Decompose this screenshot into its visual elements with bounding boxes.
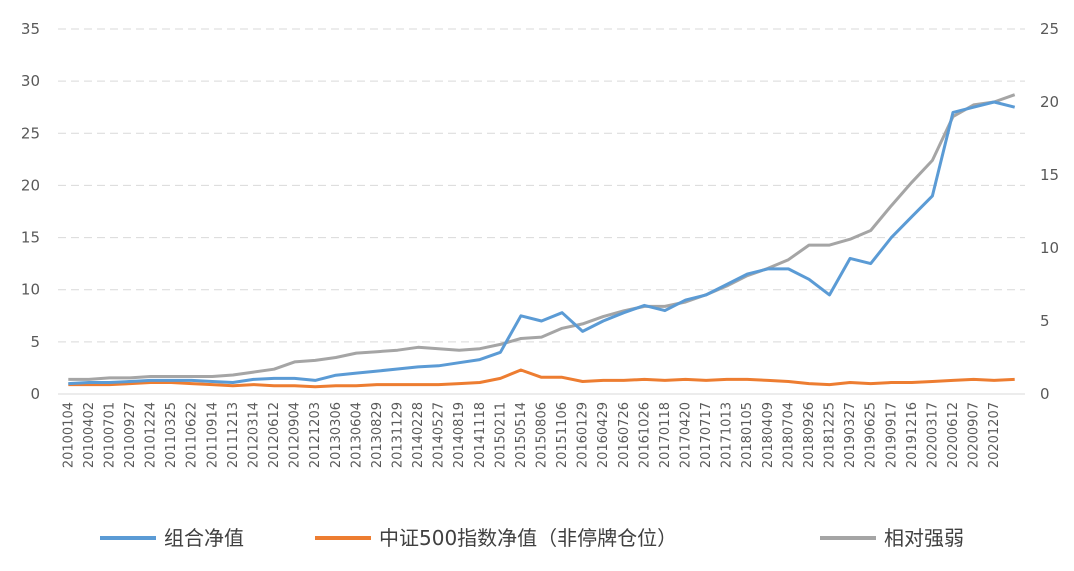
x-tick-label: 20150211 bbox=[493, 402, 508, 468]
x-tick-label: 20110622 bbox=[185, 402, 200, 468]
x-tick-label: 20130604 bbox=[349, 402, 364, 468]
y-tick-label: 25 bbox=[21, 124, 40, 142]
legend-label: 相对强弱 bbox=[884, 526, 964, 550]
y2-tick-label: 15 bbox=[1040, 166, 1059, 184]
legend-label: 组合净值 bbox=[164, 526, 244, 550]
x-tick-label: 20200317 bbox=[925, 402, 940, 468]
legend-label: 中证500指数净值（非停牌仓位） bbox=[379, 526, 677, 550]
x-tick-label: 20201207 bbox=[987, 402, 1002, 468]
y-tick-label: 10 bbox=[21, 281, 40, 299]
x-tick-label: 20120612 bbox=[267, 402, 282, 468]
x-tick-label: 20180926 bbox=[802, 402, 817, 468]
x-tick-label: 20151106 bbox=[555, 402, 570, 468]
y-tick-label: 20 bbox=[21, 176, 40, 194]
x-tick-label: 20160129 bbox=[576, 402, 591, 468]
series-line bbox=[68, 368, 1015, 389]
x-tick-label: 20120904 bbox=[288, 402, 303, 468]
x-tick-label: 20100927 bbox=[123, 402, 138, 468]
x-tick-label: 20180409 bbox=[761, 402, 776, 468]
x-tick-label: 20110325 bbox=[164, 402, 179, 468]
series-line bbox=[68, 93, 1016, 381]
y-tick-label: 30 bbox=[21, 72, 40, 90]
x-tick-label: 20161026 bbox=[637, 402, 652, 468]
x-tick-label: 20120314 bbox=[246, 402, 261, 468]
x-tick-label: 20180105 bbox=[740, 402, 755, 468]
series-line bbox=[68, 100, 1016, 386]
y-tick-label: 15 bbox=[21, 229, 40, 247]
y-tick-label: 0 bbox=[30, 385, 40, 403]
x-tick-label: 20170717 bbox=[699, 402, 714, 468]
x-tick-label: 20190327 bbox=[843, 402, 858, 468]
x-tick-label: 20140819 bbox=[452, 402, 467, 468]
x-tick-label: 20130829 bbox=[370, 402, 385, 468]
y2-tick-label: 10 bbox=[1040, 239, 1059, 257]
x-tick-label: 20191216 bbox=[905, 402, 920, 468]
x-tick-label: 20140228 bbox=[411, 402, 426, 468]
x-tick-label: 20160429 bbox=[596, 402, 611, 468]
x-tick-label: 20200907 bbox=[967, 402, 982, 468]
x-tick-label: 20100701 bbox=[102, 402, 117, 468]
x-tick-label: 20150806 bbox=[535, 402, 550, 468]
x-tick-label: 20100104 bbox=[61, 402, 76, 468]
x-tick-label: 20131129 bbox=[390, 402, 405, 468]
x-tick-label: 20101224 bbox=[144, 402, 159, 468]
x-tick-label: 20181225 bbox=[823, 402, 838, 468]
x-tick-label: 20190625 bbox=[864, 402, 879, 468]
x-tick-label: 20110914 bbox=[205, 402, 220, 468]
y2-tick-label: 5 bbox=[1040, 312, 1050, 330]
x-tick-label: 20141118 bbox=[473, 402, 488, 468]
x-tick-label: 20111213 bbox=[226, 402, 241, 468]
x-tick-label: 20100402 bbox=[82, 402, 97, 468]
y2-tick-label: 20 bbox=[1040, 93, 1059, 111]
x-tick-label: 20140527 bbox=[432, 402, 447, 468]
y2-tick-label: 0 bbox=[1040, 385, 1050, 403]
x-tick-label: 20180704 bbox=[781, 402, 796, 468]
y-tick-label: 35 bbox=[21, 20, 40, 38]
y2-tick-label: 25 bbox=[1040, 20, 1059, 38]
x-tick-label: 20170420 bbox=[679, 402, 694, 468]
x-tick-label: 20160726 bbox=[617, 402, 632, 468]
x-tick-label: 20150514 bbox=[514, 402, 529, 468]
x-tick-label: 20190917 bbox=[884, 402, 899, 468]
x-tick-label: 20130306 bbox=[329, 402, 344, 468]
x-tick-label: 20121203 bbox=[308, 402, 323, 468]
y-tick-label: 5 bbox=[30, 333, 40, 351]
x-tick-label: 20171013 bbox=[720, 402, 735, 468]
x-tick-label: 20200612 bbox=[946, 402, 961, 468]
x-tick-label: 20170118 bbox=[658, 402, 673, 468]
